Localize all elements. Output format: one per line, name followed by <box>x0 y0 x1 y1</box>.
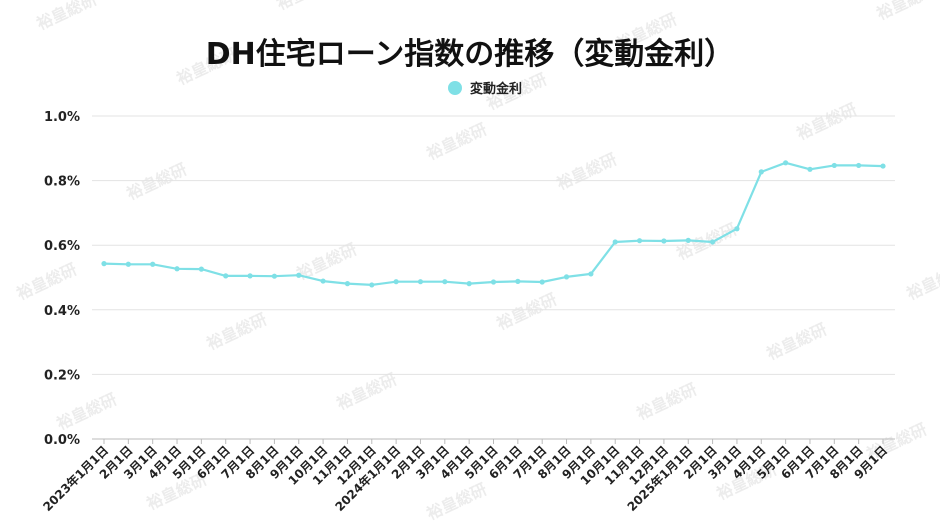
data-point <box>466 281 472 287</box>
series-line <box>103 161 884 286</box>
data-point <box>320 278 326 284</box>
data-point <box>393 279 399 285</box>
watermark-text: 裕皇総研 <box>53 389 120 434</box>
data-point <box>417 279 424 285</box>
y-tick-label: 0.0% <box>44 433 80 448</box>
watermark-text: 裕皇総研 <box>553 149 620 194</box>
watermark-text: 裕皇総研 <box>873 0 940 24</box>
watermark-text: 裕皇総研 <box>633 379 700 424</box>
data-point <box>125 261 131 267</box>
data-point <box>223 273 229 279</box>
plot-area <box>101 160 886 288</box>
data-point <box>685 237 691 243</box>
data-point <box>856 162 862 169</box>
data-point <box>198 266 204 272</box>
data-point <box>539 279 545 285</box>
watermark-text: 裕皇総研 <box>793 99 860 144</box>
data-point <box>636 238 643 244</box>
watermark-text: 裕皇総研 <box>903 259 940 304</box>
watermark-text: 裕皇総研 <box>333 369 400 414</box>
data-point <box>101 261 107 267</box>
watermark-text: 裕皇総研 <box>763 319 830 364</box>
watermark-text: 裕皇総研 <box>293 239 360 284</box>
watermark-text: 裕皇総研 <box>13 259 80 304</box>
data-point <box>880 163 886 169</box>
data-point <box>709 239 716 245</box>
y-tick-label: 1.0% <box>44 110 80 125</box>
data-point <box>247 273 253 279</box>
watermark-text: 裕皇総研 <box>33 0 100 34</box>
watermark-text: 裕皇総研 <box>203 309 270 354</box>
data-point <box>296 272 302 278</box>
watermark-text: 裕皇総研 <box>493 289 560 334</box>
data-point <box>369 282 375 288</box>
y-tick-label: 0.6% <box>44 239 80 254</box>
data-point <box>758 169 764 175</box>
data-point <box>807 166 813 172</box>
data-point <box>490 279 497 285</box>
data-point <box>515 278 521 284</box>
data-point <box>563 274 570 280</box>
y-tick-label: 0.8% <box>44 175 80 190</box>
data-point <box>150 261 156 267</box>
y-tick-label: 0.2% <box>44 368 80 383</box>
chart-title: DH住宅ローン指数の推移（変動金利） <box>206 37 735 72</box>
gridlines <box>92 115 895 440</box>
watermark-text: 裕皇総研 <box>423 119 490 164</box>
data-point <box>344 281 351 287</box>
data-point <box>734 226 740 232</box>
data-point <box>783 160 789 166</box>
data-point <box>442 279 448 285</box>
y-axis: 0.0% 0.2% 0.4% 0.6% 0.8% 1.0% <box>44 110 80 448</box>
watermark-text: 裕皇総研 <box>273 0 340 14</box>
y-tick-label: 0.4% <box>44 304 80 319</box>
data-point <box>588 271 594 277</box>
watermark-text: 裕皇総研 <box>423 479 490 524</box>
data-point <box>831 162 837 169</box>
data-point <box>271 273 278 279</box>
legend: 変動金利 <box>448 81 522 97</box>
watermark-text: 裕皇総研 <box>123 159 190 204</box>
legend-marker <box>448 81 462 95</box>
data-point <box>612 239 618 245</box>
legend-label: 変動金利 <box>470 81 522 97</box>
data-point <box>174 266 180 272</box>
x-tick-label: 2023年1月1日 <box>40 443 111 514</box>
data-point <box>661 238 667 244</box>
